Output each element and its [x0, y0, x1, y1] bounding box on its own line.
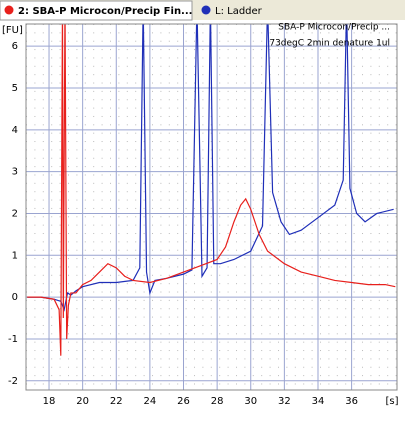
- annotation: 73degC 2min denature 1ul: [269, 39, 390, 49]
- x-tick-label: 18: [43, 396, 56, 407]
- x-axis-label: [s]: [385, 396, 398, 407]
- series-line: [27, 24, 396, 356]
- y-tick-label: 4: [12, 125, 18, 136]
- legend-marker: [4, 5, 14, 15]
- y-tick-label: 0: [12, 292, 18, 303]
- series-line: [27, 24, 394, 312]
- x-tick-label: 20: [76, 396, 89, 407]
- legend-label: L: Ladder: [215, 6, 263, 17]
- legend-label: 2: SBA-P Microcon/Precip Fin...: [18, 6, 192, 17]
- x-tick-label: 36: [345, 396, 358, 407]
- legend-tab[interactable]: L: Ladder: [201, 5, 263, 18]
- x-tick-label: 34: [312, 396, 325, 407]
- legend-tab[interactable]: 2: SBA-P Microcon/Precip Fin...: [0, 0, 193, 21]
- x-tick-label: 28: [211, 396, 224, 407]
- annotation: SBA-P Microcon/Precip ...: [278, 23, 390, 33]
- x-tick-label: 24: [144, 396, 157, 407]
- x-tick-label: 32: [278, 396, 291, 407]
- y-tick-label: 6: [12, 41, 18, 52]
- x-tick-label: 22: [110, 396, 123, 407]
- y-tick-label: 5: [12, 83, 18, 94]
- y-tick-label: -1: [8, 334, 18, 345]
- y-tick-label: 2: [12, 208, 18, 219]
- legend-marker: [201, 5, 211, 15]
- x-tick-label: 30: [244, 396, 257, 407]
- y-tick-label: 3: [12, 167, 18, 178]
- x-tick-label: 26: [177, 396, 190, 407]
- plot-border: [25, 23, 398, 391]
- y-tick-label: -2: [8, 376, 18, 387]
- y-tick-label: 1: [12, 250, 18, 261]
- y-axis-label: [FU]: [2, 25, 23, 36]
